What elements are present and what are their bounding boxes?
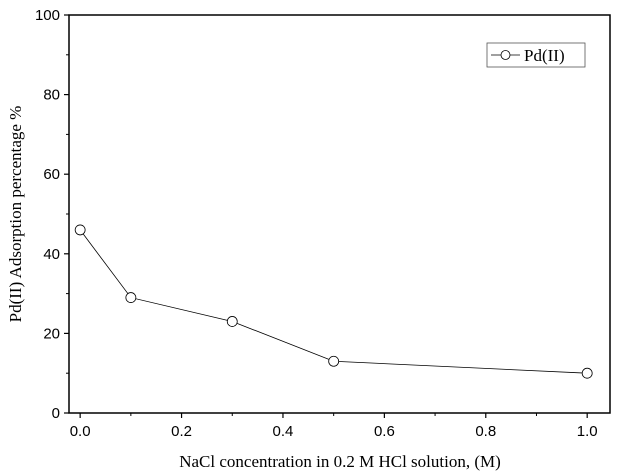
series-line xyxy=(79,229,588,374)
y-axis-label: Pd(II) Adsorption percentage % xyxy=(6,106,25,323)
data-point xyxy=(226,316,238,327)
x-tick-label: 0.4 xyxy=(273,423,294,440)
data-point xyxy=(581,367,593,379)
data-point xyxy=(328,355,340,367)
data-point xyxy=(125,292,137,303)
x-tick-label: 1.0 xyxy=(577,423,598,440)
y-tick-label: 0 xyxy=(52,405,60,422)
legend-marker xyxy=(500,50,511,60)
data-point xyxy=(74,224,86,236)
x-tick-label: 0.8 xyxy=(475,423,496,440)
x-tick-label: 0.0 xyxy=(70,423,91,440)
y-tick-label: 60 xyxy=(43,166,60,183)
legend-label: Pd(II) xyxy=(524,46,565,65)
legend: Pd(II) xyxy=(486,42,586,68)
x-tick-label: 0.2 xyxy=(171,423,192,440)
y-tick-label: 20 xyxy=(43,325,60,342)
y-tick-label: 40 xyxy=(43,246,60,263)
y-tick-label: 80 xyxy=(43,87,60,104)
x-tick-label: 0.6 xyxy=(374,423,395,440)
y-tick-label: 100 xyxy=(35,7,60,24)
plot-frame xyxy=(68,14,611,414)
x-axis-label: NaCl concentration in 0.2 M HCl solution… xyxy=(179,452,501,471)
